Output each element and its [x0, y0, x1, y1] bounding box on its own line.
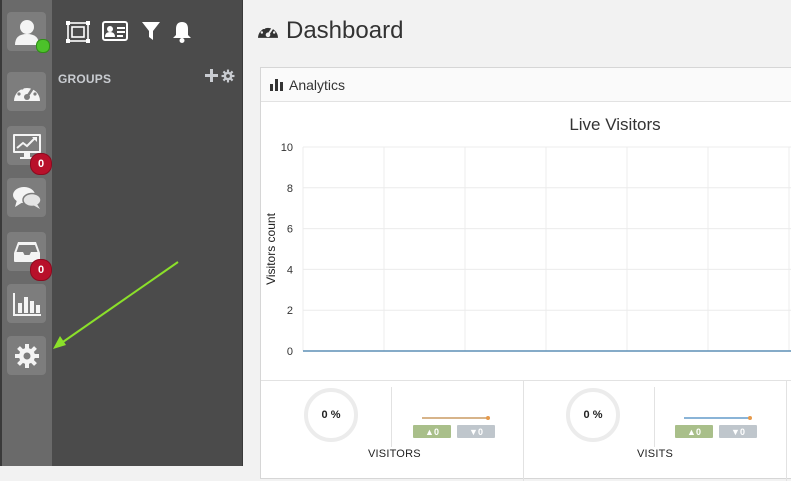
y-tick-label: 8: [287, 183, 293, 195]
y-tick-label: 0: [287, 346, 293, 358]
page-title: Dashboard: [256, 17, 403, 45]
visitors-up-chip: ▲0: [413, 425, 451, 438]
rail-edge: [0, 0, 2, 466]
bell-icon: [173, 22, 191, 43]
y-tick-label: 4: [287, 264, 293, 276]
visits-trend-line: [684, 417, 750, 419]
user-profile-button[interactable]: [7, 12, 46, 51]
visits-down-chip: ▼0: [719, 425, 757, 438]
rail-dashboard-button[interactable]: [7, 72, 46, 111]
stat-block-divider: [786, 381, 787, 481]
visits-percent-ring: 0 %: [566, 388, 620, 442]
group-settings-button[interactable]: [221, 69, 235, 88]
bar-chart-icon: [12, 292, 41, 316]
notifications-button[interactable]: [172, 21, 192, 43]
monitor-badge: 0: [30, 153, 52, 175]
plus-icon: [205, 69, 218, 82]
visits-trend-dot: [748, 416, 752, 420]
visitors-trend-line: [422, 417, 488, 419]
id-card-icon: [102, 21, 128, 41]
rail-settings-button[interactable]: [7, 336, 46, 375]
select-frame-button[interactable]: [66, 21, 90, 43]
online-status-dot: [36, 39, 50, 53]
inbox-tray-icon: [13, 241, 40, 262]
gear-icon: [14, 343, 39, 368]
live-visitors-chart: 10 8 6 4 2 0 Visitors count: [264, 142, 791, 358]
y-tick-label: 6: [287, 224, 293, 236]
stat-divider: [654, 387, 655, 447]
visits-label: VISITS: [637, 448, 674, 460]
stats-row: 0 % ▲0 ▼0 VISITORS 0 % ▲0 ▼0 VISITS: [261, 380, 791, 481]
y-tick-label: 10: [281, 142, 293, 154]
filter-funnel-icon: [142, 22, 160, 40]
groups-title: GROUPS: [58, 72, 112, 86]
filter-button[interactable]: [142, 21, 160, 41]
gear-icon: [221, 69, 235, 83]
chart-title: Live Visitors: [569, 115, 661, 134]
dashboard-gauge-icon: [13, 83, 40, 101]
page-title-text: Dashboard: [286, 17, 404, 44]
y-axis-label: Visitors count: [264, 212, 278, 284]
visits-up-chip: ▲0: [675, 425, 713, 438]
stat-block-divider: [523, 381, 524, 481]
monitor-chart-icon: [12, 133, 41, 159]
chat-bubbles-icon: [12, 186, 42, 209]
groups-panel: GROUPS: [52, 0, 242, 466]
annotation-arrow: [53, 261, 179, 349]
rail-reports-button[interactable]: [7, 284, 46, 323]
groups-toolbar: [52, 0, 242, 63]
rail-chat-button[interactable]: [7, 178, 46, 217]
y-tick-label: 2: [287, 305, 293, 317]
inbox-badge: 0: [30, 259, 52, 281]
user-avatar-icon: [14, 19, 39, 45]
visitors-percent-ring: 0 %: [304, 388, 358, 442]
groups-actions: [205, 69, 235, 88]
frame-select-icon: [66, 21, 90, 43]
main-content: Dashboard Analytics Live Visitors 10 8 6 4 2…: [242, 0, 791, 481]
analytics-panel: Analytics Live Visitors 10 8 6 4 2 0 Visitors …: [260, 67, 791, 481]
dashboard-gauge-icon: [258, 25, 278, 38]
stat-visitors: 0 % ▲0 ▼0 VISITORS: [261, 381, 523, 481]
stat-divider: [391, 387, 392, 447]
contact-card-button[interactable]: [102, 21, 128, 41]
bar-chart-icon: [270, 79, 283, 91]
add-group-button[interactable]: [205, 69, 218, 88]
visitors-label: VISITORS: [368, 448, 421, 460]
icon-rail: 0 0: [0, 0, 52, 466]
visitors-down-chip: ▼0: [457, 425, 495, 438]
visitors-trend-dot: [486, 416, 490, 420]
analytics-title: Analytics: [289, 76, 346, 93]
analytics-panel-header: Analytics: [261, 68, 791, 102]
stat-visits: 0 % ▲0 ▼0 VISITS: [524, 381, 786, 481]
